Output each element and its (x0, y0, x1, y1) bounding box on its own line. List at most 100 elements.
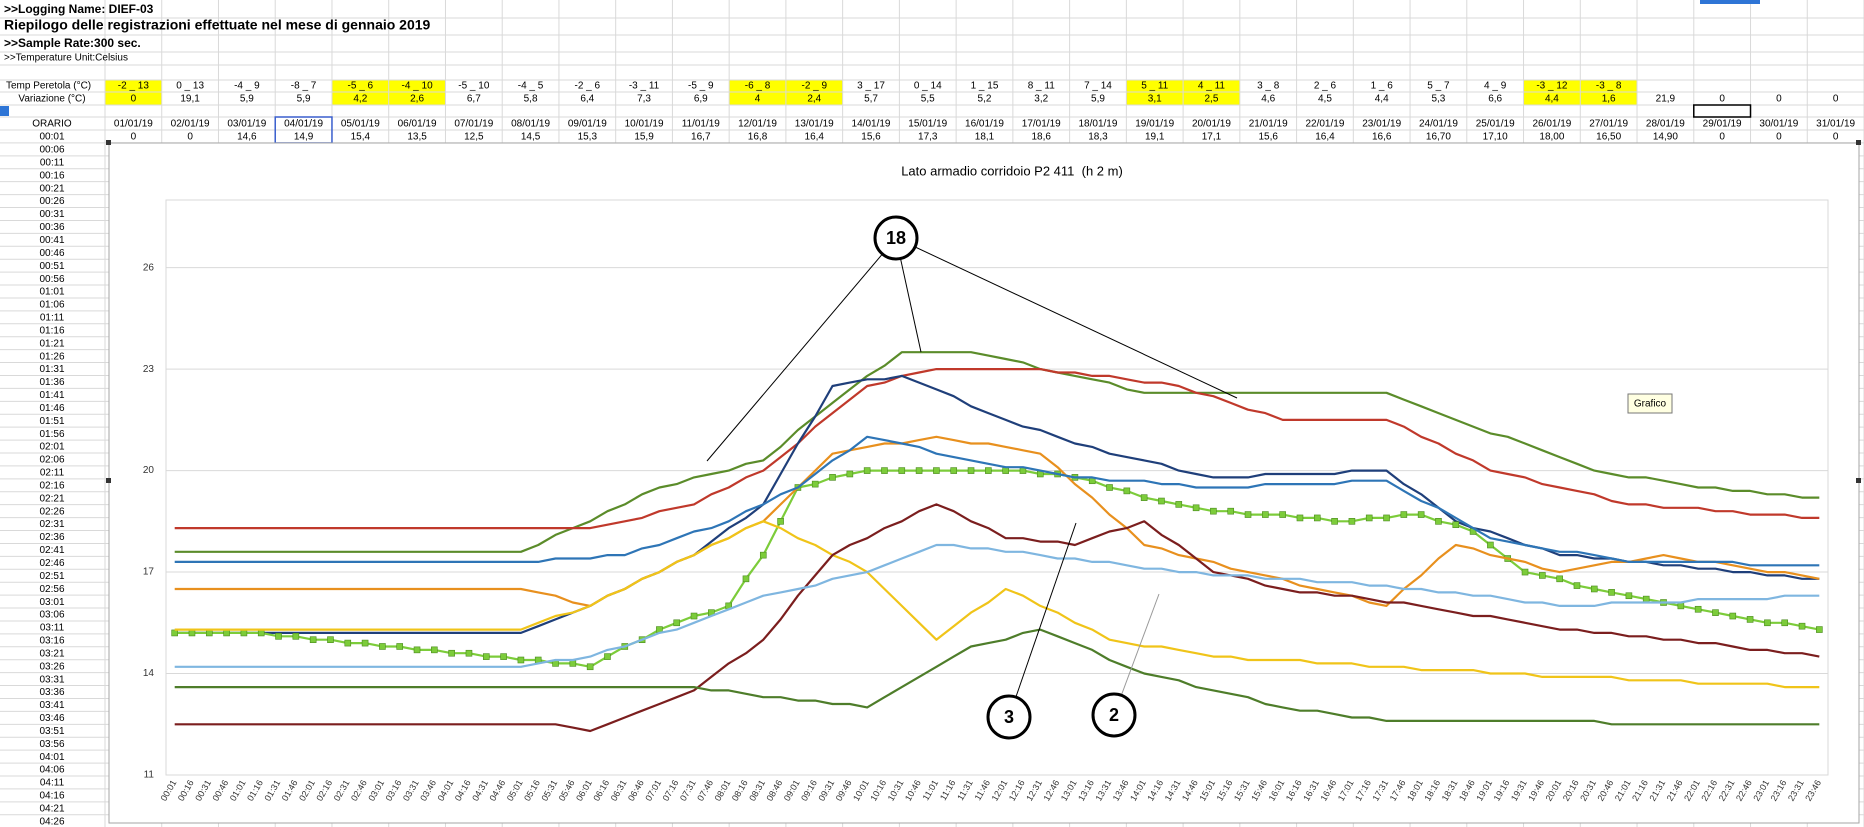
variation-cell: 6,6 (1488, 94, 1502, 105)
time-cell: 00:36 (39, 222, 64, 233)
time-cell: 03:51 (39, 726, 64, 737)
time-cell: 03:16 (39, 636, 64, 647)
series-marker (1262, 511, 1269, 518)
date-header: 19/01/19 (1135, 119, 1174, 130)
series-marker (1746, 616, 1754, 623)
series-marker (1123, 487, 1131, 495)
resize-handle[interactable] (1856, 478, 1861, 483)
series-marker (604, 653, 611, 660)
sample-rate: >>Sample Rate:300 sec. (4, 36, 141, 50)
series-marker (1487, 541, 1494, 549)
annotation-label: 18 (886, 228, 906, 248)
temp-cell: 3 _ 17 (857, 81, 885, 92)
temp-cell: 1 _ 6 (1371, 81, 1394, 92)
time-cell: 03:26 (39, 661, 64, 672)
resize-handle[interactable] (1856, 140, 1861, 145)
series-marker (967, 467, 975, 474)
series-marker (1816, 626, 1823, 633)
time-cell: 01:36 (39, 377, 64, 388)
resize-handle[interactable] (106, 478, 111, 483)
series-marker (1712, 609, 1719, 616)
series-marker (292, 633, 300, 640)
series-marker (898, 467, 906, 474)
series-marker (327, 636, 334, 644)
time-cell: 00:16 (39, 170, 64, 181)
series-marker (829, 474, 836, 481)
series-marker (1625, 592, 1633, 600)
temp-cell: -3 _ 12 (1536, 81, 1568, 92)
annotation-label: 3 (1004, 707, 1014, 727)
series-marker (413, 646, 421, 654)
variation-cell: 2,6 (410, 94, 424, 105)
series-marker (188, 629, 196, 637)
series-marker (1002, 467, 1009, 474)
variation-cell: 2,4 (807, 94, 821, 105)
time-cell: 01:26 (39, 351, 64, 362)
series-marker (517, 656, 525, 664)
series-marker (950, 467, 958, 474)
series-marker (1677, 602, 1685, 610)
time-cell: 00:06 (39, 145, 64, 156)
series-marker (933, 467, 940, 474)
date-header: 21/01/19 (1249, 119, 1288, 130)
variation-cell: 0 (1833, 94, 1839, 105)
annotation-leader (706, 237, 897, 462)
series-line (174, 520, 1820, 689)
temp-cell: 7 _ 14 (1084, 81, 1112, 92)
series-line (174, 435, 1820, 607)
series-marker (448, 649, 455, 657)
value-cell: 0 (1833, 132, 1839, 143)
variation-cell: 6,4 (580, 94, 594, 105)
time-cell: 00:21 (39, 183, 64, 194)
y-tick-label: 20 (143, 465, 155, 476)
value-cell: 16,7 (691, 132, 711, 143)
series-marker (811, 480, 819, 488)
annotations: 18 3 2 Grafico (706, 215, 1673, 740)
temp-cell: 2 _ 6 (1314, 81, 1337, 92)
date-header: 10/01/19 (625, 119, 664, 130)
annotation-leader (1008, 522, 1077, 718)
time-cell: 01:46 (39, 403, 64, 414)
chart-area[interactable] (108, 142, 1860, 824)
value-cell: 14,6 (237, 132, 257, 143)
series-marker (465, 649, 473, 657)
resize-handle[interactable] (106, 140, 111, 145)
series-marker (1192, 504, 1200, 512)
temp-cell: 5 _ 7 (1427, 81, 1450, 92)
series-marker (1140, 494, 1148, 501)
value-cell: 15,9 (634, 132, 654, 143)
date-header: 24/01/19 (1419, 119, 1458, 130)
embedded-chart[interactable]: Lato armadio corridoio P2 411 (h 2 m) 11… (106, 140, 1861, 824)
series-marker (1383, 514, 1390, 522)
time-cell: 04:21 (39, 803, 64, 814)
series-marker (275, 633, 282, 640)
series-marker (205, 629, 213, 637)
series-marker (690, 612, 698, 620)
value-cell: 14,9 (294, 132, 314, 143)
variation-cell: 21,9 (1656, 94, 1676, 105)
series-marker (742, 575, 750, 583)
date-header: 26/01/19 (1532, 119, 1571, 130)
time-cell: 04:11 (40, 778, 65, 789)
time-cell: 04:06 (39, 765, 64, 776)
date-header: 07/01/19 (454, 119, 493, 130)
date-header: 16/01/19 (965, 119, 1004, 130)
series-marker (361, 639, 369, 647)
date-header: 17/01/19 (1022, 119, 1061, 130)
time-cell: 02:16 (39, 480, 64, 491)
date-header: 29/01/19 (1703, 119, 1742, 130)
series-marker (1313, 514, 1321, 522)
y-tick-label: 14 (143, 668, 155, 679)
tooltip: Grafico (1634, 399, 1667, 410)
variation-cell: 5,9 (297, 94, 311, 105)
value-cell: 17,10 (1483, 132, 1508, 143)
variation-cell: 4,4 (1375, 94, 1389, 105)
time-cell: 02:11 (40, 468, 65, 479)
time-cell: 04:16 (39, 791, 64, 802)
temp-cell: 3 _ 8 (1257, 81, 1280, 92)
time-cell: 03:31 (39, 674, 64, 685)
annotation-label: 2 (1109, 705, 1119, 725)
time-cell: 01:11 (40, 313, 65, 324)
variation-cell: 4,2 (353, 94, 367, 105)
